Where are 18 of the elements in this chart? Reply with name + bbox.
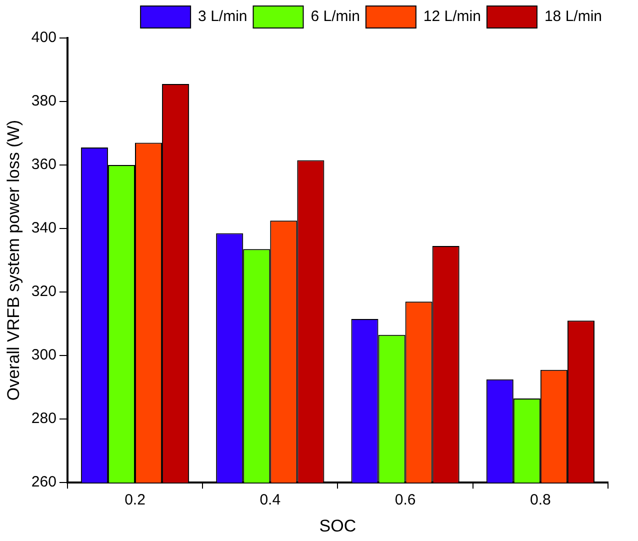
x-tick-label: 0.6 — [394, 492, 416, 509]
legend-label: 6 L/min — [310, 8, 360, 26]
y-axis-title: Overall VRFB system power loss (W) — [4, 120, 23, 401]
legend-label: 18 L/min — [544, 8, 602, 26]
y-tick-label: 280 — [31, 410, 56, 428]
x-tick-label: 0.4 — [260, 492, 281, 509]
y-tick-label: 300 — [31, 346, 56, 364]
y-tick-label: 380 — [31, 92, 56, 110]
legend-label: 12 L/min — [423, 8, 481, 26]
legend-label: 3 L/min — [198, 8, 248, 26]
y-tick-label: 340 — [31, 220, 56, 237]
y-tick-label: 260 — [31, 474, 56, 491]
x-tick-label: 0.8 — [530, 492, 551, 509]
y-tick-label: 320 — [31, 283, 56, 300]
y-tick-label: 400 — [31, 29, 56, 46]
x-tick-label: 0.2 — [124, 492, 146, 509]
x-axis-title: SOC — [319, 516, 356, 536]
y-tick-label: 360 — [31, 156, 56, 174]
